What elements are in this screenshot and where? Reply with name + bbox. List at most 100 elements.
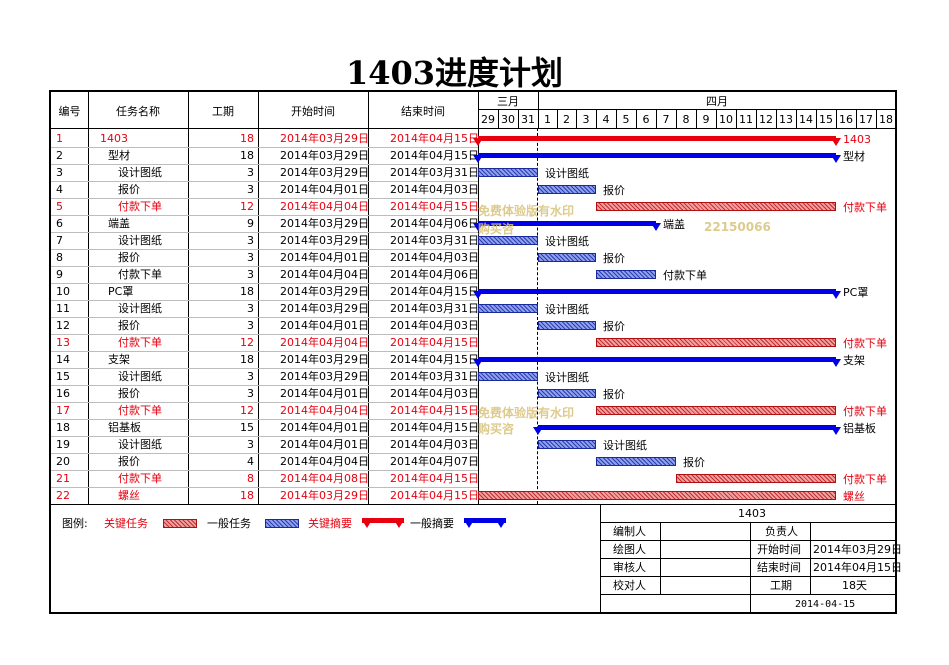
today-line [537,128,538,504]
legend-critical-swatch [163,519,197,528]
info-duration-label: 工期 [770,579,792,592]
day-divider [756,109,757,128]
task-end: 2014年04月15日 [390,472,479,485]
task-id: 22 [56,489,70,502]
legend-crit-summary-marker [362,520,372,528]
task-id: 8 [56,251,63,264]
task-start: 2014年03月29日 [280,489,369,502]
info-row-line [600,594,896,595]
row-divider [51,164,478,165]
task-name: PC罩 [108,285,134,298]
header-month-march: 三月 [497,95,519,108]
task-end: 2014年03月31日 [390,302,479,315]
day-divider [576,109,577,128]
task-name: 支架 [108,353,130,366]
task-duration: 3 [247,387,254,400]
day-header: 7 [662,113,670,126]
task-duration: 3 [247,302,254,315]
gantt-summary-marker [831,291,841,299]
task-id: 6 [56,217,63,230]
gantt-task-bar [538,185,596,194]
day-header: 9 [702,113,710,126]
gantt-summary-marker [831,155,841,163]
task-name: 付款下单 [118,200,162,213]
task-id: 12 [56,319,70,332]
day-header: 16 [839,113,853,126]
gantt-bar-label: 设计图纸 [545,235,589,248]
task-end: 2014年03月31日 [390,166,479,179]
info-row-line [600,576,896,577]
row-divider [51,453,478,454]
task-name: 报价 [118,319,140,332]
legend-crit-summary-label: 关键摘要 [308,517,352,530]
gantt-task-bar [676,474,836,483]
task-end: 2014年04月15日 [390,132,479,145]
gantt-bar-label: 付款下单 [663,269,707,282]
task-duration: 18 [240,353,254,366]
gantt-summary-bar [478,221,656,226]
day-header: 2 [563,113,570,126]
row-divider [51,147,478,148]
task-name: 铝基板 [108,421,141,434]
day-divider [776,109,777,128]
task-id: 5 [56,200,63,213]
legend-crit-summary-swatch [362,518,404,523]
task-duration: 12 [240,200,254,213]
column-divider [368,92,369,504]
row-divider [51,470,478,471]
row-divider [51,436,478,437]
row-divider [51,402,478,403]
header-end: 结束时间 [401,105,445,118]
gantt-bar-label: 1403 [843,133,871,146]
gantt-task-bar [538,321,596,330]
gantt-summary-marker [831,427,841,435]
info-owner-label: 负责人 [765,525,798,538]
day-divider [557,109,558,128]
info-row-line [600,558,896,559]
day-header: 12 [759,113,773,126]
day-header: 15 [819,113,833,126]
gantt-bar-label: 报价 [603,388,625,401]
day-header: 5 [622,113,630,126]
task-end: 2014年04月03日 [390,319,479,332]
task-end: 2014年04月15日 [390,336,479,349]
task-duration: 12 [240,404,254,417]
gantt-bar-label: 付款下单 [843,405,887,418]
gantt-task-bar [596,202,836,211]
row-divider [51,368,478,369]
row-divider [51,385,478,386]
day-header: 10 [719,113,733,126]
info-col-line [750,522,751,594]
task-end: 2014年04月15日 [390,489,479,502]
gantt-summary-bar [538,425,836,430]
day-divider [716,109,717,128]
row-divider [51,300,478,301]
info-duration-value: 18天 [842,579,867,592]
info-start-value: 2014年03月29日 [813,543,902,556]
gantt-bar-label: 螺丝 [843,490,865,503]
gantt-task-bar [538,440,596,449]
task-duration: 3 [247,166,254,179]
task-duration: 18 [240,285,254,298]
task-end: 2014年04月03日 [390,183,479,196]
task-id: 15 [56,370,70,383]
task-duration: 3 [247,251,254,264]
gantt-summary-marker [473,155,483,163]
task-start: 2014年03月29日 [280,217,369,230]
day-divider [736,109,737,128]
task-id: 19 [56,438,70,451]
watermark-text: 免费体验版有水印 [478,204,575,218]
day-header: 6 [642,113,650,126]
day-divider [816,109,817,128]
task-id: 4 [56,183,63,196]
day-header: 17 [859,113,873,126]
gantt-summary-marker [831,359,841,367]
gantt-bar-label: 设计图纸 [545,303,589,316]
gantt-summary-bar [478,289,836,294]
task-end: 2014年04月03日 [390,251,479,264]
task-name: 付款下单 [118,404,162,417]
task-name: 付款下单 [118,268,162,281]
info-end-label: 结束时间 [757,561,801,574]
day-header: 18 [879,113,893,126]
task-name: 报价 [118,183,140,196]
